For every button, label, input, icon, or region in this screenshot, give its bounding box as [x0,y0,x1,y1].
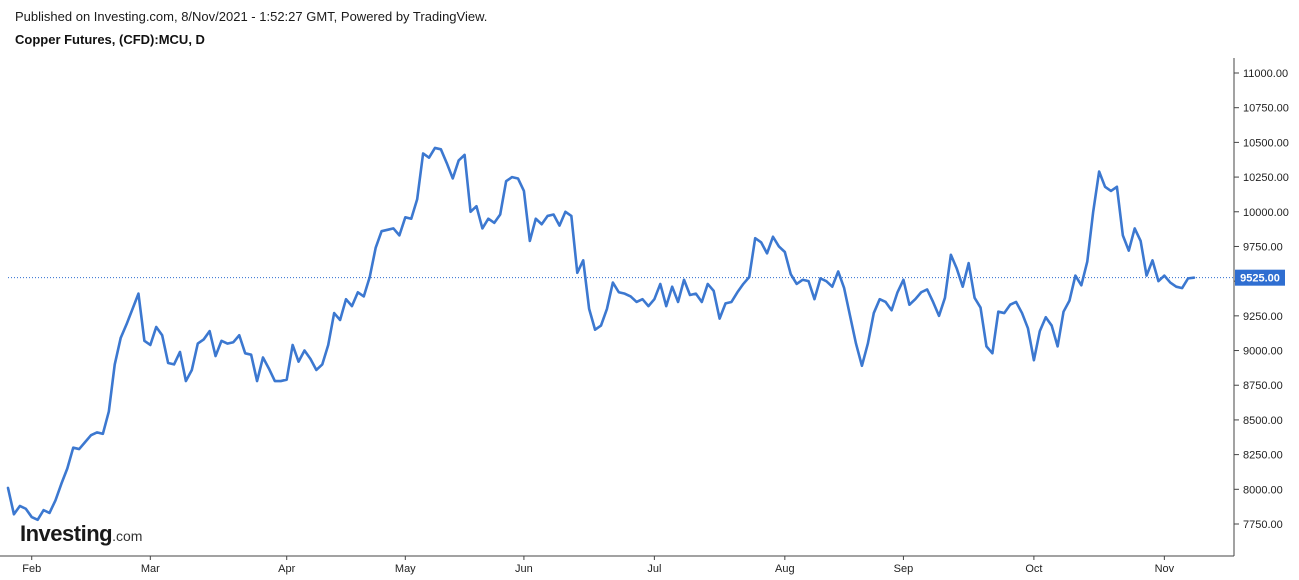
x-tick-label: Jun [515,563,533,575]
x-tick-label: Nov [1155,563,1175,575]
x-tick-label: Aug [775,563,795,575]
y-tick-label: 9750.00 [1243,241,1283,253]
x-tick-label: Oct [1025,563,1042,575]
last-price-badge [1235,269,1285,286]
x-tick-label: Jul [647,563,661,575]
x-tick-label: Sep [894,563,914,575]
chart-title: Copper Futures, (CFD):MCU, D [15,32,205,47]
logo-text: Investing [20,521,113,546]
y-tick-label: 8500.00 [1243,415,1283,427]
y-tick-label: 10750.00 [1243,103,1289,115]
y-tick-label: 8250.00 [1243,450,1283,462]
logo-suffix: .com [112,528,143,544]
x-tick-label: Apr [278,563,295,575]
y-tick-label: 11000.00 [1243,68,1288,80]
x-tick-label: Mar [141,563,160,575]
y-tick-label: 10250.00 [1243,172,1289,184]
y-tick-label: 9250.00 [1243,311,1283,323]
y-tick-label: 8750.00 [1243,380,1283,392]
investing-logo: Investing.com [20,521,142,547]
y-tick-label: 8000.00 [1243,484,1283,496]
y-tick-label: 10500.00 [1243,137,1289,149]
price-line [6,146,1196,522]
y-tick-label: 7750.00 [1243,519,1283,531]
last-price-label: 9525.00 [1240,273,1280,285]
published-info: Published on Investing.com, 8/Nov/2021 -… [15,9,488,24]
x-tick-label: May [395,563,416,575]
y-tick-label: 9000.00 [1243,346,1283,358]
x-tick-label: Feb [22,563,41,575]
y-tick-label: 10000.00 [1243,207,1289,219]
